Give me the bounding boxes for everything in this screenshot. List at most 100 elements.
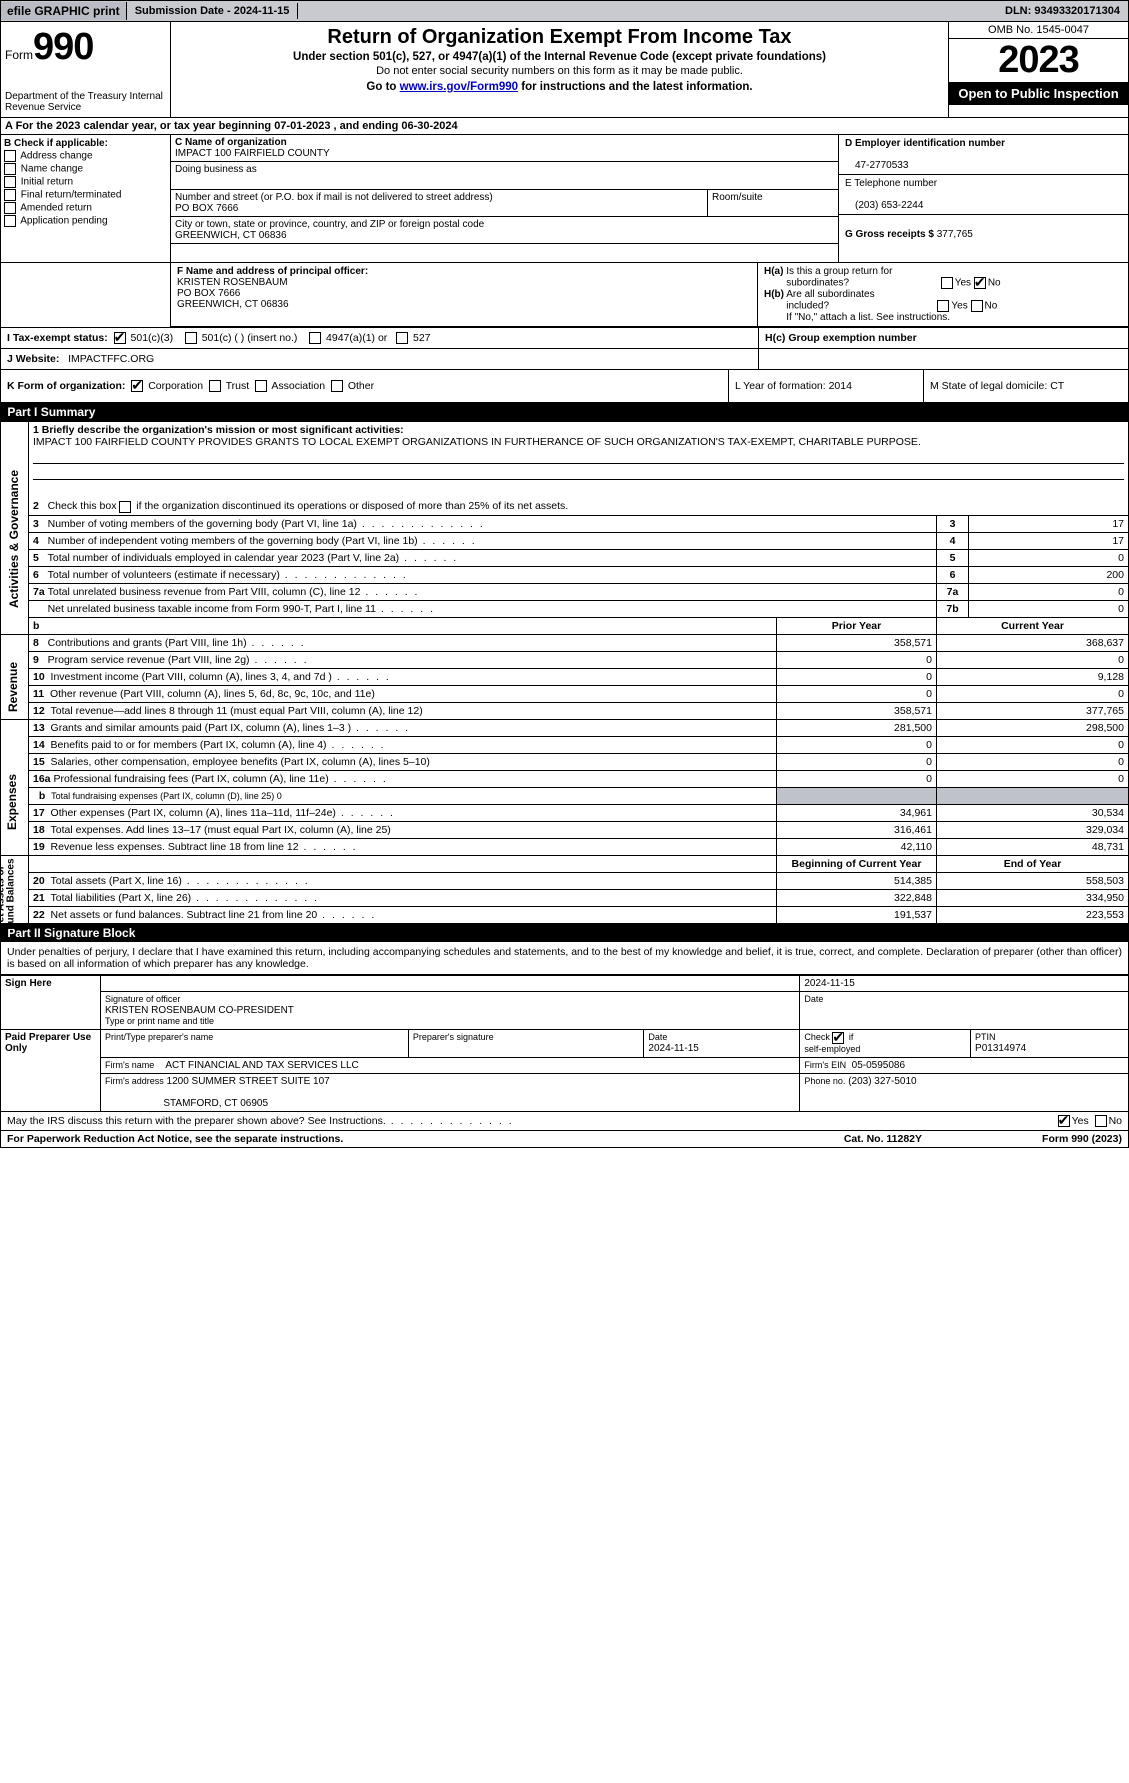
row-17: 17 Other expenses (Part IX, column (A), … [1,804,1129,821]
form-word: Form [5,48,33,62]
officer-section: F Name and address of principal officer:… [0,263,1129,328]
summary-table: Activities & Governance 1 Briefly descri… [0,421,1129,923]
firm-addr2: STAMFORD, CT 06905 [163,1098,268,1109]
row-6: 6 Total number of volunteers (estimate i… [1,566,1129,583]
chk-address-change[interactable]: Address change [4,150,167,162]
gross-label: G Gross receipts $ [845,229,937,240]
submission-date: Submission Date - 2024-11-15 [127,3,299,19]
cat-number: Cat. No. 11282Y [844,1133,922,1145]
top-bar: efile GRAPHIC print Submission Date - 20… [0,0,1129,22]
mission-text: IMPACT 100 FAIRFIELD COUNTY PROVIDES GRA… [33,436,921,448]
chk-amended-return[interactable]: Amended return [4,202,167,214]
signature-block: Under penalties of perjury, I declare th… [0,942,1129,1131]
sign-here-label: Sign Here [1,975,101,1029]
officer-street: PO BOX 7666 [177,288,240,299]
street-value: PO BOX 7666 [175,203,238,214]
box-b-header: B Check if applicable: [4,138,167,149]
box-b: B Check if applicable: Address change Na… [1,135,171,262]
row-4: 4 Number of independent voting members o… [1,532,1129,549]
orgform-label: K Form of organization: [7,380,125,392]
form-header: Form 990 Department of the Treasury Inte… [0,22,1129,118]
status-label: I Tax-exempt status: [7,332,108,344]
part-ii-header: Part II Signature Block [0,924,1129,942]
main-title: Return of Organization Exempt From Incom… [179,26,940,49]
row-11: 11 Other revenue (Part VIII, column (A),… [1,685,1129,702]
chk-other[interactable] [331,380,343,392]
mission-label: 1 Briefly describe the organization's mi… [33,424,404,436]
row-3: 3 Number of voting members of the govern… [1,515,1129,532]
ein-value: 47-2770533 [845,160,908,171]
sig-type-label: Type or print name and title [105,1016,214,1026]
city-label: City or town, state or province, country… [175,219,484,230]
officer-city: GREENWICH, CT 06836 [177,299,289,310]
year-formation: L Year of formation: 2014 [728,370,923,402]
title-box: Return of Organization Exempt From Incom… [171,22,948,117]
dept-treasury: Department of the Treasury Internal Reve… [5,91,166,113]
omb-number: OMB No. 1545-0047 [949,22,1128,39]
chk-association[interactable] [255,380,267,392]
gross-value: 377,765 [937,229,973,240]
perjury-statement: Under penalties of perjury, I declare th… [0,942,1129,975]
open-to-public: Open to Public Inspection [949,82,1128,105]
firm-addr1: 1200 SUMMER STREET SUITE 107 [167,1076,330,1087]
subtitle-1: Under section 501(c), 527, or 4947(a)(1)… [179,51,940,63]
officer-name: KRISTEN ROSENBAUM [177,277,288,288]
state-domicile: M State of legal domicile: CT [923,370,1128,402]
box-d: D Employer identification number 47-2770… [838,135,1128,262]
chk-501c3[interactable] [114,332,126,344]
group-return-box: H(a) Is this a group return for subordin… [758,263,1128,326]
irs-link[interactable]: www.irs.gov/Form990 [400,81,518,93]
row-16b: b Total fundraising expenses (Part IX, c… [1,787,1129,804]
status-section: I Tax-exempt status: 501(c)(3) 501(c) ( … [0,328,1129,403]
year-box: OMB No. 1545-0047 2023 Open to Public In… [948,22,1128,117]
officer-label: F Name and address of principal officer: [177,266,368,277]
chk-discontinued[interactable] [119,501,131,513]
sidebar-governance: Activities & Governance [7,470,21,608]
chk-final-return[interactable]: Final return/terminated [4,189,167,201]
dln-label: DLN: 93493320171304 [997,3,1128,19]
tax-period: A For the 2023 calendar year, or tax yea… [0,118,1129,135]
page-footer: For Paperwork Reduction Act Notice, see … [0,1131,1129,1148]
firm-ein: 05-0595086 [852,1060,905,1071]
discuss-yes[interactable] [1058,1115,1070,1127]
chk-self-employed[interactable] [832,1032,844,1044]
form-number-box: Form 990 Department of the Treasury Inte… [1,22,171,117]
chk-application-pending[interactable]: Application pending [4,215,167,227]
discuss-label: May the IRS discuss this return with the… [7,1115,1058,1127]
row-5: 5 Total number of individuals employed i… [1,549,1129,566]
discuss-no[interactable] [1095,1115,1107,1127]
row-12: 12 Total revenue—add lines 8 through 11 … [1,702,1129,719]
phone-value: (203) 653-2244 [845,200,923,211]
chk-527[interactable] [396,332,408,344]
chk-corporation[interactable] [131,380,143,392]
chk-501c[interactable] [185,332,197,344]
sidebar-net-assets: Net Assets orFund Balances [0,858,17,929]
chk-name-change[interactable]: Name change [4,163,167,175]
row-9: 9 Program service revenue (Part VIII, li… [1,651,1129,668]
part-i-header: Part I Summary [0,403,1129,421]
ha-yes[interactable] [941,277,953,289]
row-16a: 16a Professional fundraising fees (Part … [1,770,1129,787]
chk-initial-return[interactable]: Initial return [4,176,167,188]
ha-no[interactable] [974,277,986,289]
hb-yes[interactable] [937,300,949,312]
form-990-number: 990 [33,26,93,69]
row-18: 18 Total expenses. Add lines 13–17 (must… [1,821,1129,838]
chk-4947[interactable] [309,332,321,344]
row-20: 20 Total assets (Part X, line 16)514,385… [1,872,1129,889]
name-label: C Name of organization [175,137,287,148]
ein-label: D Employer identification number [845,138,1005,149]
row-7a: 7a Total unrelated business revenue from… [1,583,1129,600]
city-value: GREENWICH, CT 06836 [175,230,287,241]
entity-grid: B Check if applicable: Address change Na… [0,135,1129,263]
firm-phone: (203) 327-5010 [848,1076,916,1087]
efile-label[interactable]: efile GRAPHIC print [1,2,127,20]
ptin-value: P01314974 [975,1043,1026,1054]
chk-trust[interactable] [209,380,221,392]
form-id: Form 990 (2023) [1042,1133,1122,1145]
hb-no[interactable] [971,300,983,312]
row-19: 19 Revenue less expenses. Subtract line … [1,838,1129,855]
subtitle-3: Go to www.irs.gov/Form990 for instructio… [179,81,940,93]
firm-name: ACT FINANCIAL AND TAX SERVICES LLC [165,1060,358,1071]
street-label: Number and street (or P.O. box if mail i… [175,192,493,203]
